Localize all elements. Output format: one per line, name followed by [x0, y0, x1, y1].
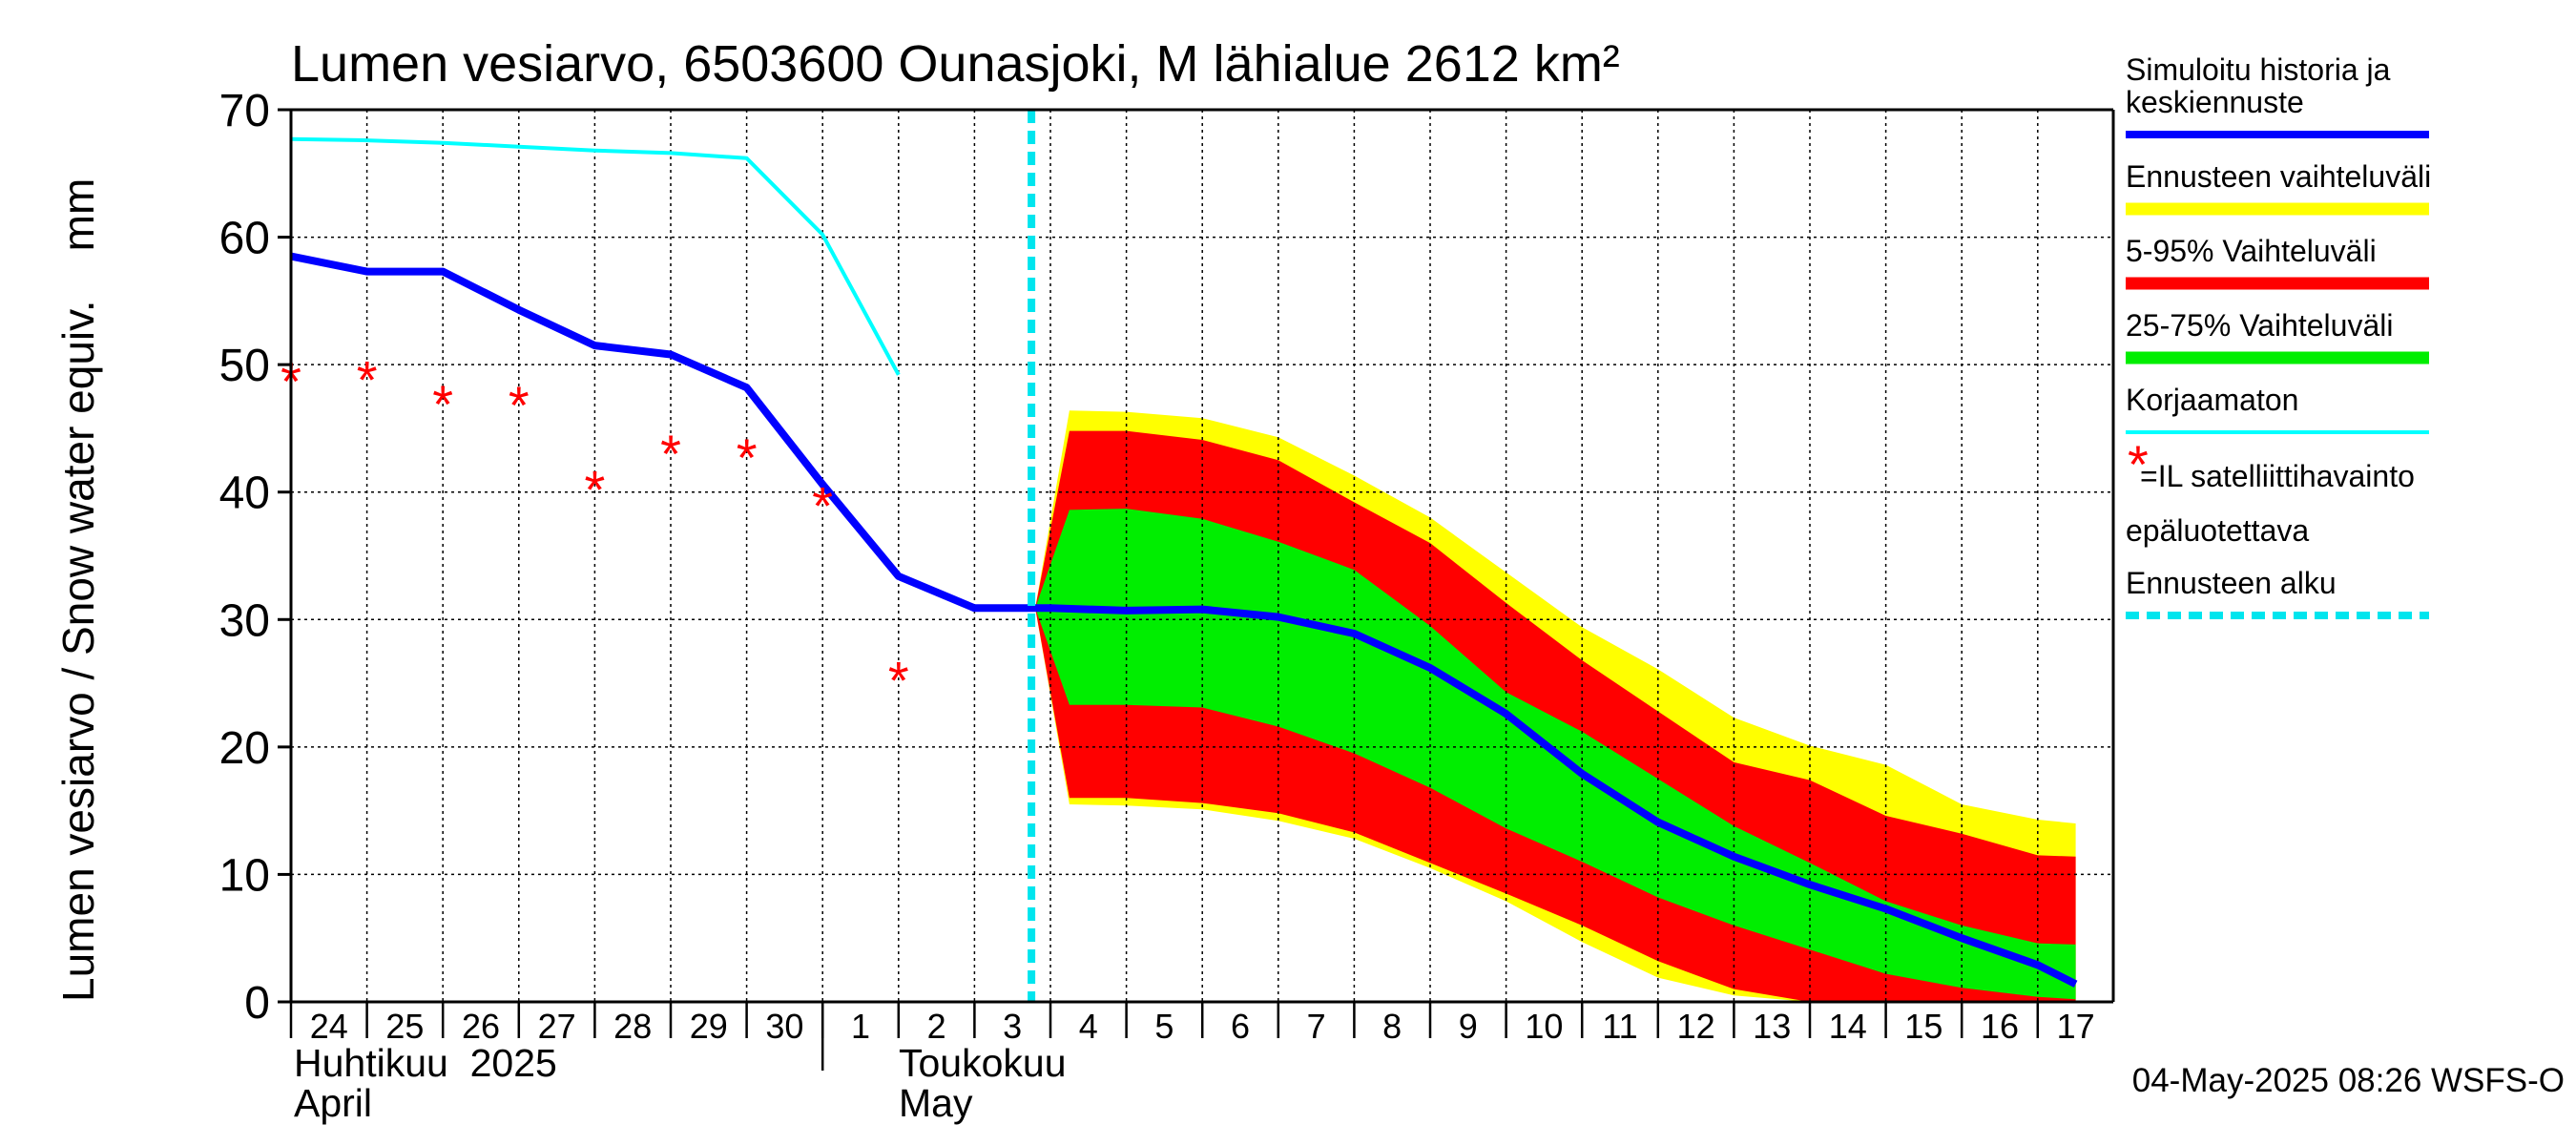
month-label-april: Huhtikuu 2025 April [294, 1041, 557, 1125]
y-axis-label: Lumen vesiarvo / Snow water equiv. mm [53, 178, 103, 1002]
x-tick-label: 26 [462, 1007, 500, 1046]
series-lines [290, 110, 2078, 1002]
y-tick-label: 70 [219, 86, 270, 136]
x-tick-label: 29 [690, 1007, 728, 1046]
series-uncorrected [290, 136, 901, 376]
x-tick-label: 8 [1382, 1007, 1402, 1046]
x-tick-label: 13 [1753, 1007, 1791, 1046]
x-tick-label: 25 [385, 1007, 424, 1046]
y-tick-label: 50 [219, 341, 270, 391]
observation-marker: * [509, 375, 530, 435]
x-tick-label: 27 [538, 1007, 576, 1046]
x-tick-label: 24 [310, 1007, 348, 1046]
legend-p5-95-label: 5-95% Vaihteluväli [2126, 234, 2377, 268]
y-tick-label: 40 [219, 468, 270, 519]
footer-timestamp: 04-May-2025 08:26 WSFS-O [2132, 1062, 2565, 1099]
x-tick-label: 15 [1904, 1007, 1942, 1046]
x-tick-label: 30 [765, 1007, 803, 1046]
observation-marker: * [812, 476, 833, 536]
x-tick-label: 4 [1079, 1007, 1098, 1046]
x-tick-label: 9 [1459, 1007, 1478, 1046]
x-tick-label: 7 [1307, 1007, 1326, 1046]
observation-marker: * [432, 374, 453, 434]
legend-history-label: keskiennuste [2126, 85, 2304, 119]
x-tick-label: 14 [1829, 1007, 1867, 1046]
x-tick-label: 2 [927, 1007, 946, 1046]
legend-p25-75-label: 25-75% Vaihteluväli [2126, 308, 2393, 343]
x-tick-label: 6 [1231, 1007, 1250, 1046]
x-tick-label: 12 [1677, 1007, 1715, 1046]
legend-uncorrected-label: Korjaamaton [2126, 383, 2298, 417]
y-tick-label: 30 [219, 595, 270, 646]
series-history-forecast [290, 252, 2078, 988]
chart-title: Lumen vesiarvo, 6503600 Ounasjoki, M läh… [291, 35, 1620, 93]
x-tick-label: 1 [851, 1007, 870, 1046]
legend-range-label: Ennusteen vaihteluväli [2126, 159, 2431, 194]
x-tick-label: 17 [2057, 1007, 2095, 1046]
observation-marker: * [737, 427, 758, 488]
x-tick-label: 28 [613, 1007, 652, 1046]
x-tick-label: 16 [1981, 1007, 2019, 1046]
y-tick-label: 60 [219, 214, 270, 264]
x-tick-label: 3 [1003, 1007, 1022, 1046]
observation-marker: * [585, 459, 606, 519]
x-tick-label: 11 [1602, 1007, 1637, 1046]
month-label-april-fi: Huhtikuu 2025 [294, 1041, 557, 1085]
month-label-may-fi: Toukokuu [899, 1041, 1067, 1085]
observation-marker: * [357, 350, 378, 410]
x-tick-label: 5 [1154, 1007, 1174, 1046]
x-tick-label: 10 [1525, 1007, 1563, 1046]
observation-marker: * [888, 651, 909, 711]
observation-marker: * [660, 424, 681, 484]
y-tick-label: 0 [244, 978, 270, 1029]
y-tick-label: 10 [219, 850, 270, 901]
legend-satellite-label: epäluotettava [2126, 513, 2309, 548]
month-label-april-en: April [294, 1081, 372, 1125]
legend-satellite-label: =IL satelliittihavainto [2140, 459, 2415, 493]
y-tick-label: 20 [219, 723, 270, 774]
legend-satellite-marker: * [2128, 434, 2149, 494]
legend-history-label: Simuloitu historia ja [2126, 52, 2391, 87]
month-label-may-en: May [899, 1081, 973, 1125]
legend-forecast-label: Ennusteen alku [2126, 566, 2337, 600]
month-label-may: Toukokuu May [899, 1041, 1067, 1125]
